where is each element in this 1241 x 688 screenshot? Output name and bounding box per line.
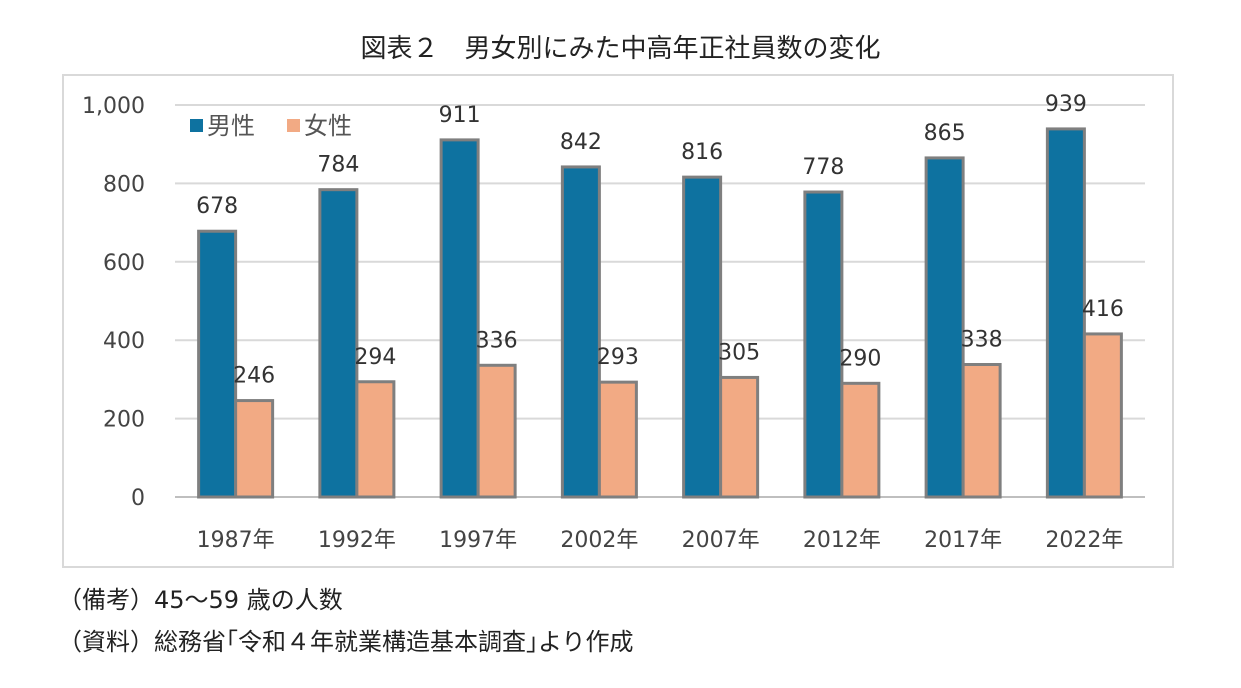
data-label: 305 (718, 340, 760, 365)
data-label: 842 (560, 130, 602, 155)
x-tick-label: 1997年 (439, 528, 517, 553)
x-tick-label: 1987年 (197, 528, 275, 553)
y-tick-label: 400 (103, 329, 145, 354)
data-label: 911 (439, 103, 481, 128)
bar-male (1045, 127, 1086, 499)
bar-female (355, 380, 396, 499)
data-label: 293 (597, 345, 639, 370)
bar-chart: 0 200 400 600 800 1,000 678 246 784 294 911 336 842… (82, 92, 1145, 553)
y-axis-ticks: 0 200 400 600 800 1,000 (82, 94, 145, 511)
x-tick-label: 2007年 (682, 528, 760, 553)
bar-female (840, 381, 881, 499)
bar-male (197, 229, 238, 499)
legend-swatch-female (287, 119, 300, 132)
data-label: 246 (233, 364, 275, 389)
data-labels: 678 246 784 294 911 336 842 293 816 305 778 290 865 3… (196, 92, 1124, 389)
data-label: 778 (802, 155, 844, 180)
bar-female (597, 380, 638, 499)
bar-female (476, 363, 517, 499)
bar-female (961, 363, 1002, 499)
data-label: 294 (354, 345, 396, 370)
bar-male (682, 175, 723, 499)
chart-title: 図表２ 男女別にみた中高年正社員数の変化 (360, 34, 881, 64)
y-tick-label: 1,000 (82, 94, 145, 119)
data-label: 678 (196, 194, 238, 219)
bar-female (234, 399, 275, 499)
bar-male (560, 165, 601, 499)
y-tick-label: 600 (103, 251, 145, 276)
x-axis-ticks: 1987年 1992年 1997年 2002年 2007年 2012年 2017年 2022年 (197, 528, 1124, 553)
legend-swatch-male (190, 119, 203, 132)
bar-female (719, 375, 760, 499)
y-tick-label: 200 (103, 408, 145, 433)
data-label: 865 (924, 121, 966, 146)
bar-male (803, 190, 844, 499)
bar-male (924, 156, 965, 499)
bar-male (439, 138, 480, 499)
bar-male (318, 188, 359, 499)
x-tick-label: 2012年 (803, 528, 881, 553)
x-tick-label: 1992年 (318, 528, 396, 553)
remarks-note: （備考）45～59 歳の人数 (58, 586, 343, 614)
legend-label-male: 男性 (207, 112, 255, 140)
legend: 男性 女性 (190, 112, 352, 140)
data-label: 816 (681, 140, 723, 165)
bars (197, 127, 1123, 499)
chart-frame (62, 74, 1174, 568)
data-label: 784 (317, 153, 359, 178)
x-tick-label: 2017年 (924, 528, 1002, 553)
legend-label-female: 女性 (304, 112, 352, 140)
x-tick-label: 2022年 (1045, 528, 1123, 553)
y-tick-label: 800 (103, 172, 145, 197)
x-tick-label: 2002年 (560, 528, 638, 553)
data-label: 416 (1082, 297, 1124, 322)
data-label: 939 (1045, 92, 1087, 117)
data-label: 338 (961, 328, 1003, 353)
data-label: 336 (476, 328, 518, 353)
bar-female (1082, 332, 1123, 499)
source-note: （資料）総務省｢令和４年就業構造基本調査｣より作成 (58, 628, 634, 656)
y-tick-label: 0 (131, 486, 145, 511)
data-label: 290 (839, 346, 881, 371)
